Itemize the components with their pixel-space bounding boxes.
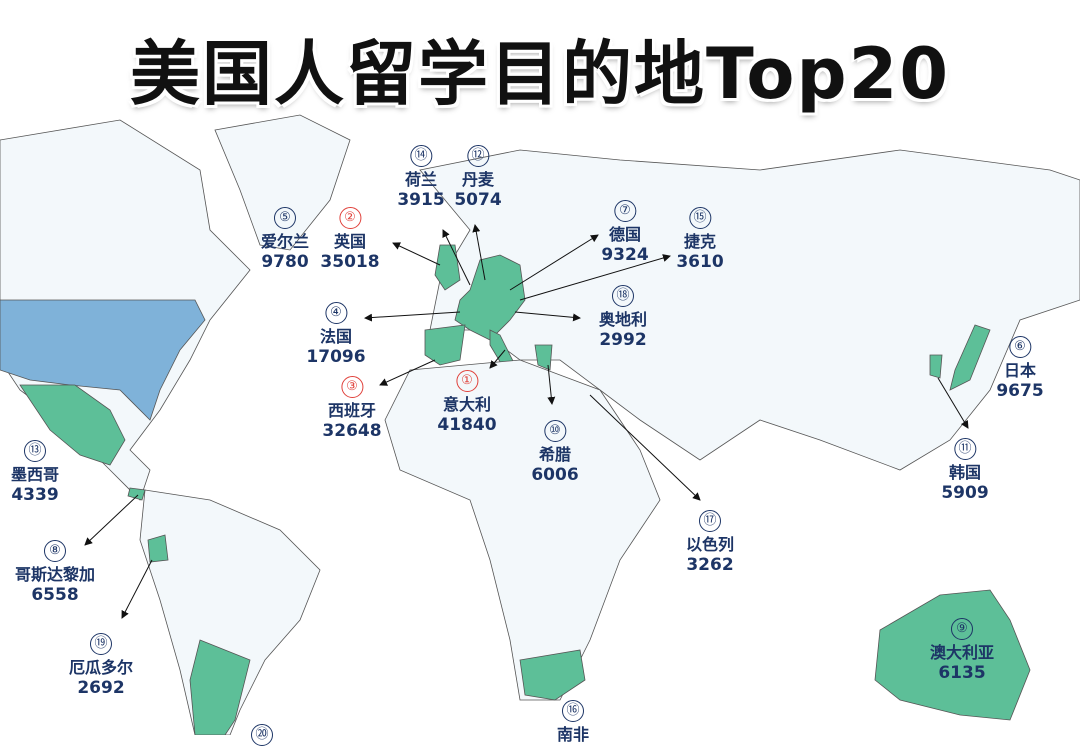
country-name: 墨西哥 [10,465,60,484]
label-greece: ⑩ 希腊 6006 [531,418,579,486]
arrows [84,224,969,619]
label-korea: ⑪ 韩国 5909 [941,436,989,504]
label-rank-20: ⑳ [251,722,273,748]
country-name: 奥地利 [598,310,648,329]
label-costa-rica: ⑧ 哥斯达黎加 6558 [15,538,95,606]
label-czech: ⑮ 捷克 3610 [676,205,724,273]
label-south-africa: ⑯ 南非 [557,698,589,745]
country-name: 德国 [608,225,642,244]
rank-badge: ⑳ [251,724,273,746]
country-name: 丹麦 [461,170,495,189]
korea [929,354,943,379]
rank-badge: ⑪ [953,438,976,460]
mexico [19,384,126,466]
label-israel: ⑰ 以色列 3262 [686,508,734,576]
rank-badge: ⑤ [273,207,296,229]
label-netherlands: ⑭ 荷兰 3915 [397,143,445,211]
south-africa [519,649,586,701]
country-name: 澳大利亚 [929,643,995,662]
page-title: 美国人留学目的地Top20 [129,33,951,115]
africa [384,359,661,701]
rank-badge: ⑲ [89,633,112,655]
student-count: 9780 [261,252,309,272]
uk [434,244,461,291]
label-italy: ① 意大利 41840 [437,368,497,436]
label-uk: ② 英国 35018 [320,205,380,273]
country-name: 西班牙 [327,401,376,420]
country-name: 希腊 [538,445,572,464]
rank-badge: ② [339,207,361,229]
student-count: 2992 [599,330,647,350]
country-name: 厄瓜多尔 [68,658,134,677]
student-count: 5909 [941,483,989,503]
rank-badge: ⑯ [561,700,584,722]
country-name: 日本 [1003,361,1037,380]
country-name: 爱尔兰 [260,232,310,251]
label-austria: ⑱ 奥地利 2992 [599,283,647,351]
country-name: 意大利 [442,395,491,414]
student-count: 35018 [320,252,380,272]
rank-badge: ① [456,370,478,392]
student-count: 17096 [306,347,366,367]
label-ecuador: ⑲ 厄瓜多尔 2692 [69,631,133,699]
japan [949,324,991,391]
student-count: 32648 [322,421,382,441]
student-count: 9324 [601,245,649,265]
rank-badge: ⑩ [543,420,566,442]
student-count: 3262 [686,555,734,575]
greece [534,344,553,371]
label-mexico: ⑬ 墨西哥 4339 [11,438,59,506]
student-count: 3915 [397,190,445,210]
spain [424,324,466,366]
rank-badge: ⑦ [613,200,636,222]
country-name: 韩国 [948,463,982,482]
student-count: 4339 [11,485,59,505]
student-count: 5074 [454,190,502,210]
student-count: 6135 [938,663,986,683]
rank-badge: ⑫ [466,145,489,167]
label-denmark: ⑫ 丹麦 5074 [454,143,502,211]
country-name: 法国 [319,327,352,346]
student-count: 41840 [437,415,497,435]
country-name: 以色列 [685,535,735,554]
rank-badge: ③ [341,376,363,398]
greenland [214,114,351,251]
label-spain: ③ 西班牙 32648 [322,374,382,442]
rank-badge: ④ [325,302,347,324]
rank-badge: ⑥ [1008,336,1031,358]
rank-badge: ⑭ [409,145,432,167]
europe-highlight [454,254,526,341]
student-count: 9675 [996,381,1044,401]
label-germany: ⑦ 德国 9324 [601,198,649,266]
student-count: 2692 [77,678,125,698]
rank-badge: ⑨ [950,618,973,640]
costa-rica [127,487,146,501]
rank-badge: ⑬ [23,440,46,462]
label-ireland: ⑤ 爱尔兰 9780 [261,205,309,273]
rank-badge: ⑰ [698,510,721,532]
student-count: 6558 [31,585,79,605]
student-count: 3610 [676,252,724,272]
student-count: 6006 [531,465,579,485]
rank-badge: ⑮ [688,207,711,229]
label-australia: ⑨ 澳大利亚 6135 [930,616,994,684]
rank-badge: ⑧ [43,540,66,562]
australia [874,589,1031,721]
rank-badge: ⑱ [611,285,634,307]
country-name: 捷克 [683,232,717,251]
ecuador [147,534,169,563]
argentina [189,639,251,735]
country-name: 荷兰 [404,170,438,189]
country-name: 英国 [333,232,366,251]
country-name: 哥斯达黎加 [14,565,96,584]
usa [0,299,206,421]
south-america [139,489,321,735]
label-france: ④ 法国 17096 [306,300,366,368]
label-japan: ⑥ 日本 9675 [996,334,1044,402]
